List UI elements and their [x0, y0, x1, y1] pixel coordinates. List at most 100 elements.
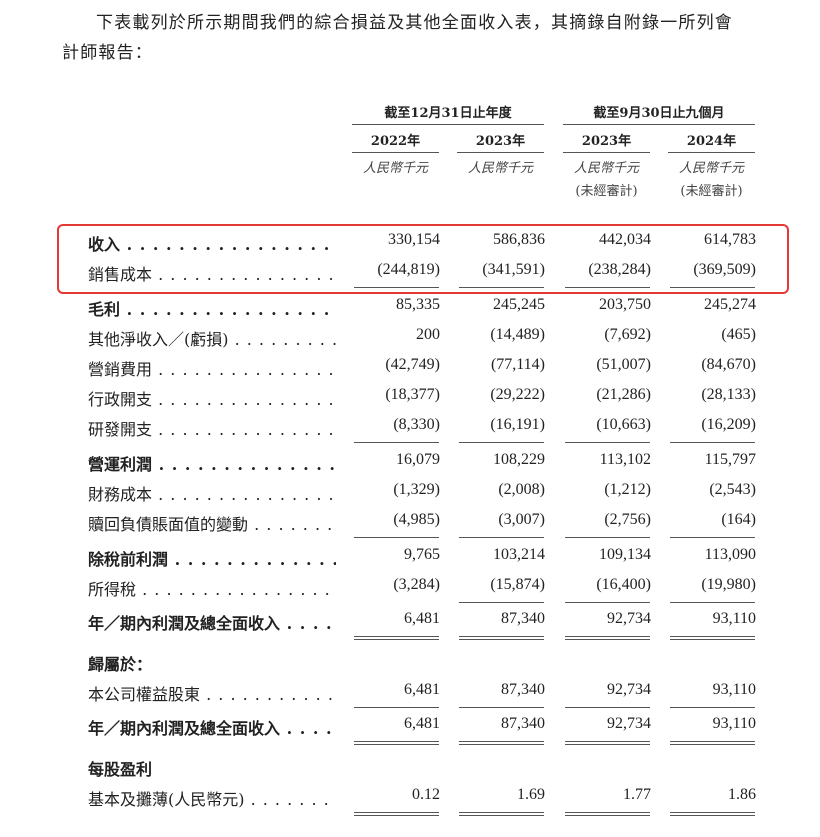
underline [459, 707, 544, 708]
row-label: 其他淨收入／(虧損) [88, 326, 336, 350]
cell-value: 108,229 [493, 451, 545, 468]
double-underline [670, 741, 755, 745]
table-row: 收入 330,154 586,836 442,034 614,783 [0, 231, 820, 255]
cell-value: 1.69 [517, 786, 545, 803]
underline [565, 602, 650, 603]
row-label: 歸屬於： [88, 655, 153, 674]
cell-value: 87,340 [501, 610, 545, 627]
underline [565, 537, 650, 538]
double-underline [670, 636, 755, 640]
column-unit: 人民幣千元 [362, 161, 428, 176]
cell-value: (16,191) [490, 416, 545, 433]
row-label: 年／期內利潤及總全面收入 [88, 610, 336, 634]
table-row: 銷售成本 (244,819) (341,591) (238,284) (369,509) [0, 261, 820, 285]
row-label: 收入 [88, 231, 336, 255]
cell-value: (3,284) [393, 576, 440, 593]
cell-value: 93,110 [712, 681, 756, 698]
underline [459, 287, 544, 288]
double-underline [459, 741, 544, 745]
cell-value: (42,749) [385, 356, 440, 373]
cell-value: 115,797 [704, 451, 756, 468]
cell-value: 85,335 [396, 296, 440, 313]
double-underline [354, 741, 439, 745]
cell-value: 87,340 [501, 715, 545, 732]
underline [459, 442, 544, 443]
row-label: 財務成本 [88, 481, 336, 505]
cell-value: 92,734 [607, 610, 651, 627]
cell-value: (8,330) [393, 416, 440, 433]
table-row: 營銷費用 (42,749) (77,114) (51,007) (84,670) [0, 356, 820, 380]
cell-value: (16,209) [701, 416, 756, 433]
column-unit: 人民幣千元 [573, 161, 639, 176]
cell-value: (341,591) [482, 261, 545, 278]
cell-value: 109,134 [599, 546, 651, 563]
cell-value: 245,245 [493, 296, 545, 313]
cell-value: 6,481 [404, 681, 440, 698]
underline [459, 602, 544, 603]
column-year: 2024年 [668, 130, 755, 153]
table-row: 年／期內利潤及總全面收入 6,481 87,340 92,734 93,110 [0, 610, 820, 634]
underline [670, 537, 755, 538]
cell-value: (4,985) [393, 511, 440, 528]
column-group-header: 截至12月31日止年度 [352, 102, 544, 125]
column-group-header: 截至9月30日止九個月 [563, 102, 755, 125]
column-year: 2023年 [457, 130, 544, 153]
double-underline [670, 812, 755, 816]
cell-value: 1.77 [623, 786, 651, 803]
row-label: 營銷費用 [88, 356, 336, 380]
table-row: 年／期內利潤及總全面收入 6,481 87,340 92,734 93,110 [0, 715, 820, 739]
cell-value: 16,079 [396, 451, 440, 468]
table-row: 贖回負債賬面值的變動 (4,985) (3,007) (2,756) (164) [0, 511, 820, 535]
cell-value: 6,481 [404, 610, 440, 627]
table-row: 本公司權益股東 6,481 87,340 92,734 93,110 [0, 681, 820, 705]
double-underline [354, 812, 439, 816]
cell-value: 586,836 [493, 231, 545, 248]
table-row: 研發開支 (8,330) (16,191) (10,663) (16,209) [0, 416, 820, 440]
cell-value: (1,329) [393, 481, 440, 498]
table-row: 行政開支 (18,377) (29,222) (21,286) (28,133) [0, 386, 820, 410]
row-label: 基本及攤薄(人民幣元) [88, 786, 336, 810]
underline [670, 602, 755, 603]
cell-value: 9,765 [404, 546, 440, 563]
double-underline [565, 741, 650, 745]
cell-value: 6,481 [404, 715, 440, 732]
row-label: 銷售成本 [88, 261, 336, 285]
cell-value: (238,284) [588, 261, 651, 278]
row-label: 營運利潤 [88, 451, 336, 475]
underline [670, 707, 755, 708]
cell-value: 92,734 [607, 715, 651, 732]
double-underline [459, 636, 544, 640]
cell-value: (15,874) [490, 576, 545, 593]
cell-value: 200 [416, 326, 440, 343]
table-row: 每股盈利 [0, 756, 820, 780]
underline [565, 442, 650, 443]
underline [354, 707, 439, 708]
cell-value: (84,670) [701, 356, 756, 373]
row-label: 每股盈利 [88, 760, 153, 779]
row-label: 毛利 [88, 296, 336, 320]
cell-value: (369,509) [693, 261, 756, 278]
cell-value: (18,377) [385, 386, 440, 403]
column-year: 2023年 [563, 130, 650, 153]
cell-value: 93,110 [712, 610, 756, 627]
intro-paragraph: 下表載列於所示期間我們的綜合損益及其他全面收入表，其摘錄自附錄一所列會 計師報告… [62, 8, 762, 68]
table-row: 除稅前利潤 9,765 103,214 109,134 113,090 [0, 546, 820, 570]
cell-value: (465) [721, 326, 756, 343]
table-row: 所得稅 (3,284) (15,874) (16,400) (19,980) [0, 576, 820, 600]
column-year: 2022年 [352, 130, 439, 153]
cell-value: (2,756) [604, 511, 651, 528]
underline [459, 537, 544, 538]
cell-value: 87,340 [501, 681, 545, 698]
table-row: 歸屬於： [0, 651, 820, 675]
cell-value: 614,783 [704, 231, 756, 248]
cell-value: 93,110 [712, 715, 756, 732]
cell-value: (244,819) [377, 261, 440, 278]
table-row: 營運利潤 16,079 108,229 113,102 115,797 [0, 451, 820, 475]
cell-value: (164) [721, 511, 756, 528]
cell-value: (51,007) [596, 356, 651, 373]
cell-value: 0.12 [412, 786, 440, 803]
row-label: 本公司權益股東 [88, 681, 336, 705]
underline [670, 442, 755, 443]
cell-value: 1.86 [728, 786, 756, 803]
row-label: 所得稅 [88, 576, 336, 600]
